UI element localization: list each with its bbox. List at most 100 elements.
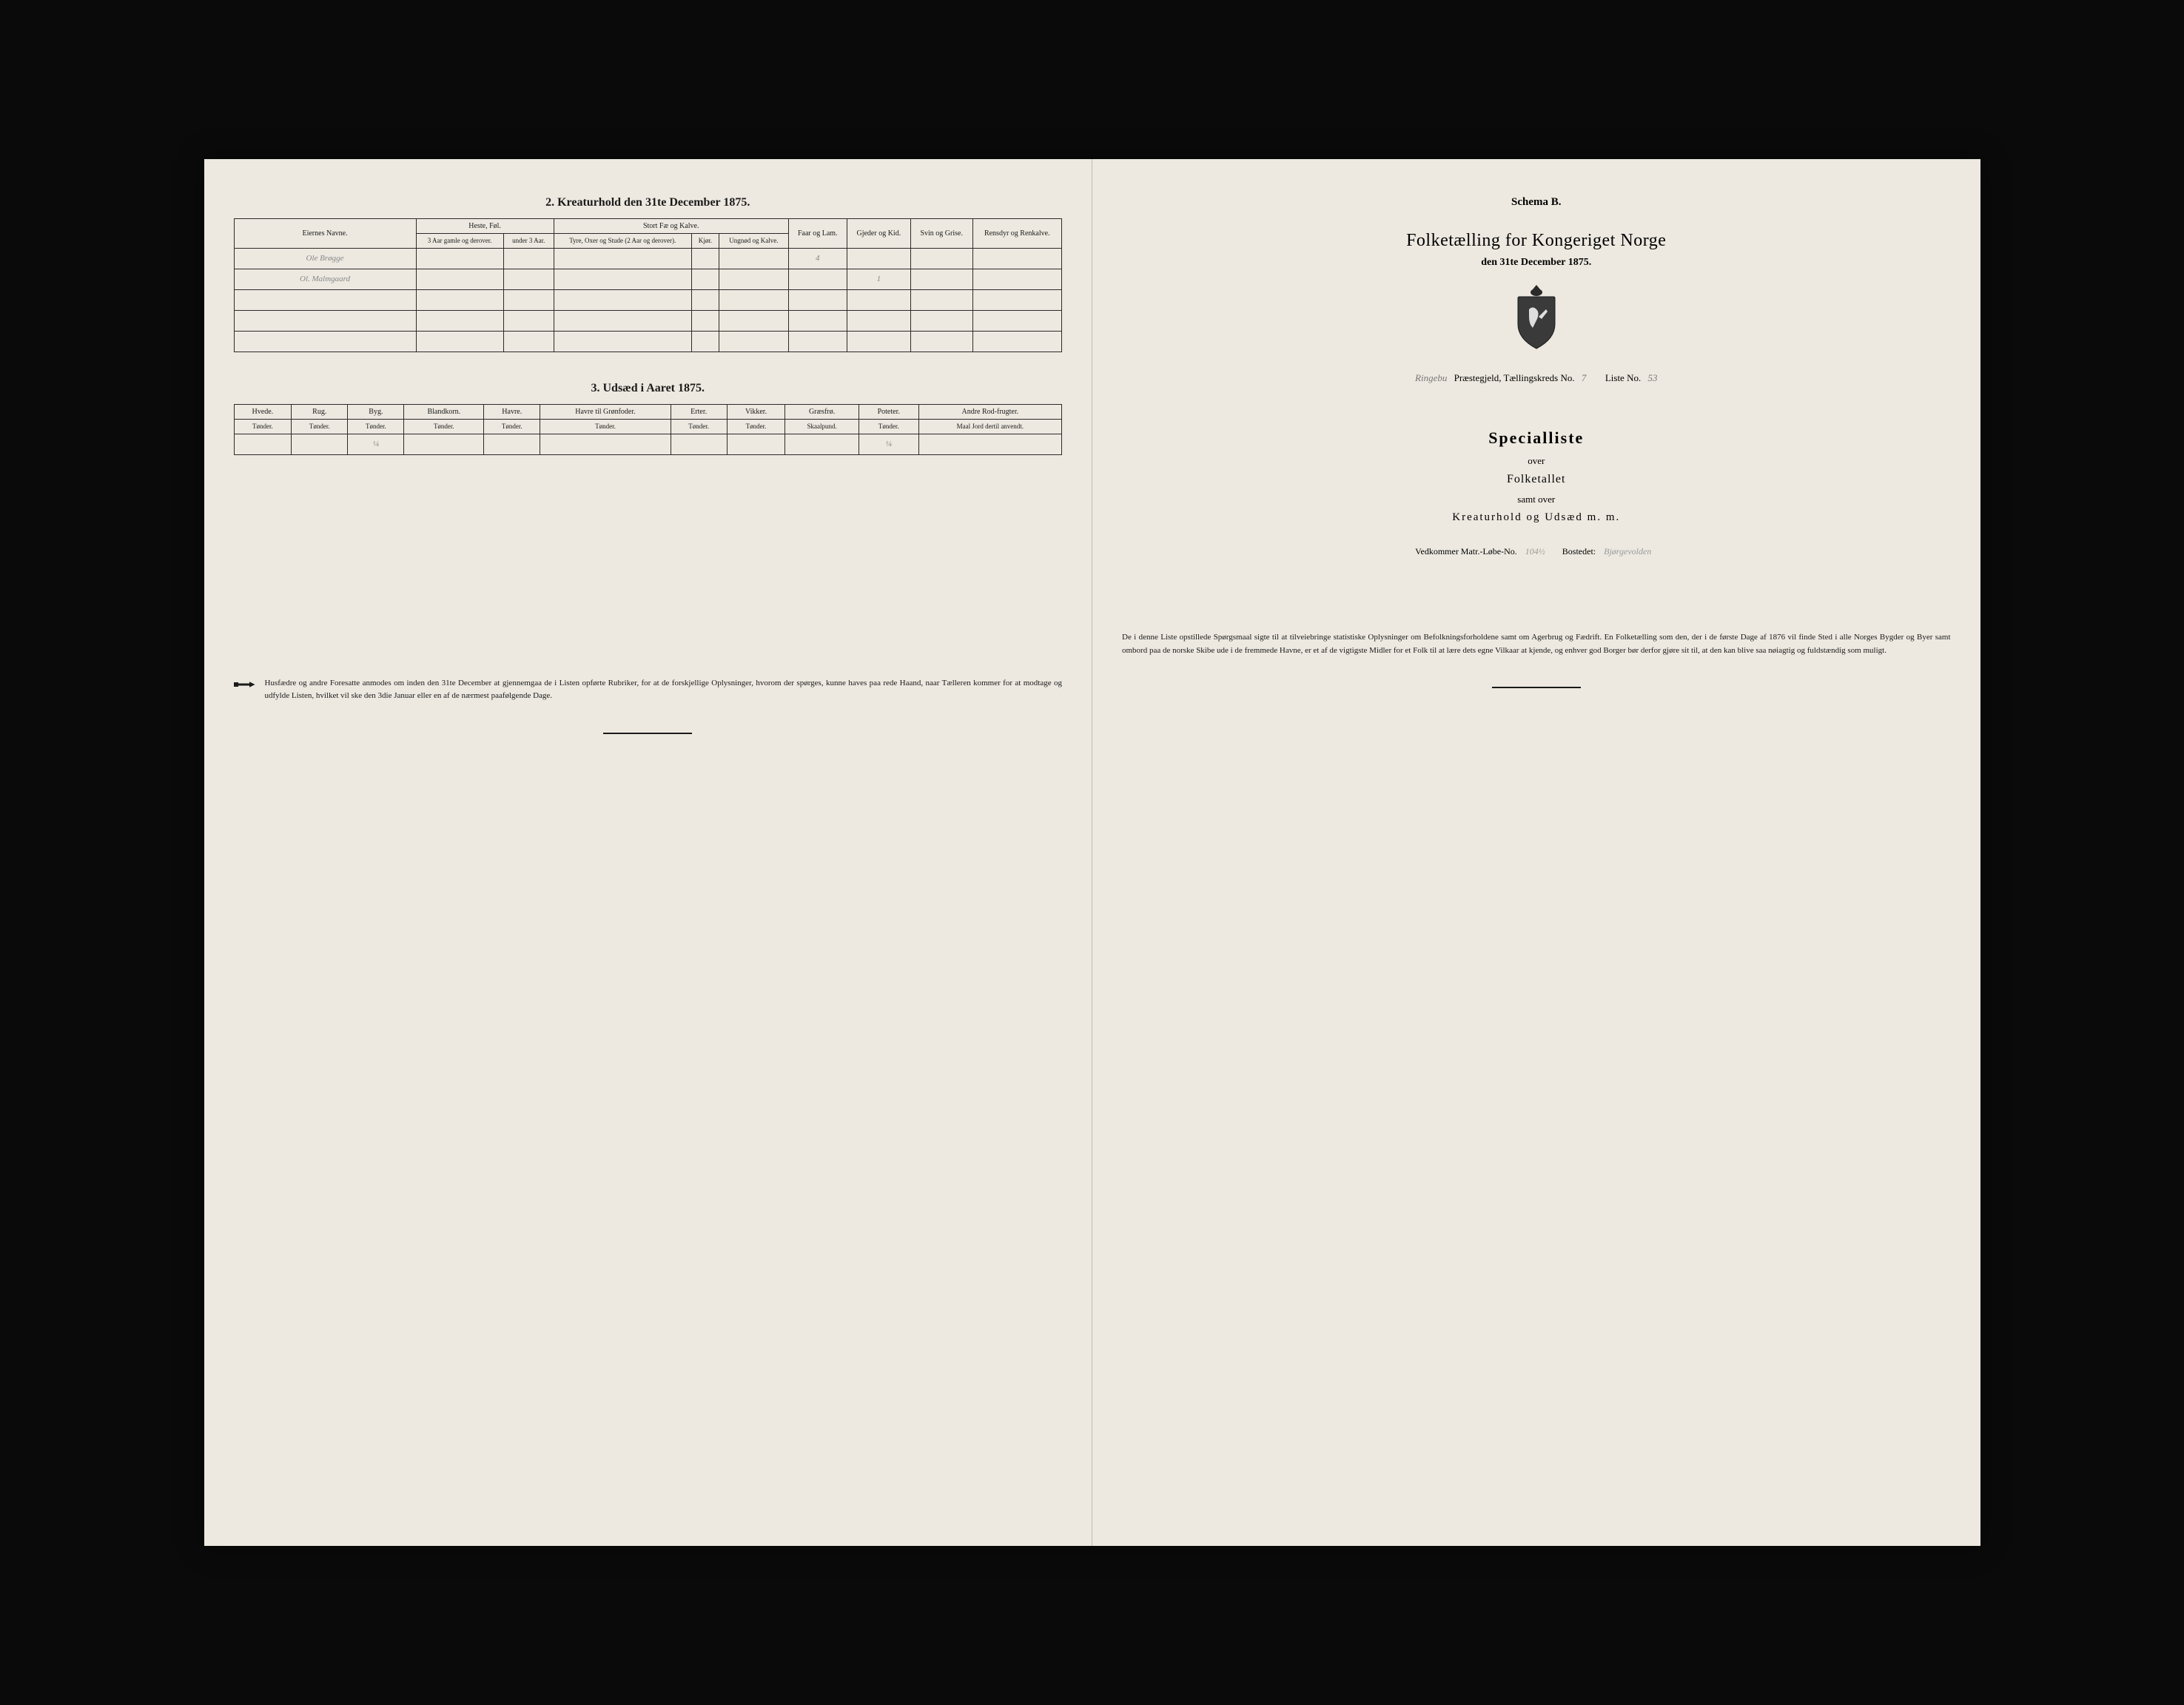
th-heste: Heste, Føl. [416, 219, 554, 234]
cell [719, 269, 788, 289]
cell [691, 331, 719, 352]
th-unit: Tønder. [292, 419, 348, 434]
cell [416, 248, 503, 269]
cell [554, 248, 691, 269]
th-unit: Tønder. [671, 419, 727, 434]
cell [416, 331, 503, 352]
table-row [234, 310, 1062, 331]
cell-poteter: ¼ [859, 434, 918, 454]
kreds-no: 7 [1582, 372, 1587, 383]
th-faar: Faar og Lam. [788, 219, 847, 249]
cell [691, 310, 719, 331]
th-unit: Skaalpund. [785, 419, 859, 434]
cell [503, 310, 554, 331]
main-title: Folketælling for Kongeriget Norge [1122, 231, 1951, 251]
left-page: 2. Kreaturhold den 31te December 1875. E… [204, 159, 1093, 1546]
table-row [234, 289, 1062, 310]
cell [788, 331, 847, 352]
th-unit: Maal Jord dertil anvendt. [918, 419, 1061, 434]
udsaed-table: Hvede. Rug. Byg. Blandkorn. Havre. Havre… [234, 404, 1063, 455]
cell [416, 310, 503, 331]
cell [719, 331, 788, 352]
cell [719, 289, 788, 310]
th-gjeder: Gjeder og Kid. [847, 219, 910, 249]
th-stort-fae: Stort Fæ og Kalve. [554, 219, 788, 234]
th-unit: Tønder. [727, 419, 785, 434]
over-text: over [1122, 455, 1951, 467]
divider [1492, 687, 1581, 688]
cell-byg: ¼ [348, 434, 404, 454]
th-unit: Tønder. [484, 419, 540, 434]
th: Rug. [292, 404, 348, 419]
footnote-text: Husfædre og andre Foresatte anmodes om i… [265, 677, 1063, 703]
cell [847, 310, 910, 331]
cell [847, 248, 910, 269]
table-row: Ol. Malmgaard 1 [234, 269, 1062, 289]
praestegjeld-label: Præstegjeld, Tællingskreds No. [1454, 372, 1575, 383]
th-unit: Tønder. [404, 419, 484, 434]
th-unit: Tønder. [348, 419, 404, 434]
cell [972, 248, 1062, 269]
cell [234, 434, 292, 454]
cell [503, 248, 554, 269]
cell [671, 434, 727, 454]
cell [503, 269, 554, 289]
th-heste-sub2: under 3 Aar. [503, 234, 554, 249]
cell [910, 289, 972, 310]
cell [554, 289, 691, 310]
cell [847, 331, 910, 352]
cell [788, 310, 847, 331]
kreatur-text: Kreaturhold og Udsæd m. m. [1122, 511, 1951, 524]
section3-title: 3. Udsæd i Aaret 1875. [234, 382, 1063, 395]
cell [972, 289, 1062, 310]
cell [719, 248, 788, 269]
th-heste-sub1: 3 Aar gamle og derover. [416, 234, 503, 249]
left-footnote: Husfædre og andre Foresatte anmodes om i… [234, 677, 1063, 703]
cell [554, 269, 691, 289]
liste-label: Liste No. [1605, 372, 1641, 383]
cell [691, 269, 719, 289]
th: Vikker. [727, 404, 785, 419]
cell [416, 289, 503, 310]
th: Andre Rod-frugter. [918, 404, 1061, 419]
th: Erter. [671, 404, 727, 419]
cell [691, 289, 719, 310]
folketallet-text: Folketallet [1122, 473, 1951, 486]
table-row: ¼ ¼ [234, 434, 1062, 454]
cell [910, 248, 972, 269]
kreaturhold-table: Eiernes Navne. Heste, Føl. Stort Fæ og K… [234, 218, 1063, 352]
cell [910, 269, 972, 289]
cell [918, 434, 1061, 454]
cell [503, 289, 554, 310]
cell [540, 434, 671, 454]
cell [788, 269, 847, 289]
divider [603, 733, 692, 734]
liste-no: 53 [1647, 372, 1657, 383]
matr-no: 104½ [1525, 546, 1545, 556]
cell [972, 310, 1062, 331]
cell [234, 310, 416, 331]
cell [910, 331, 972, 352]
cell [503, 331, 554, 352]
cell [484, 434, 540, 454]
cell [972, 331, 1062, 352]
th: Hvede. [234, 404, 292, 419]
district-line: Ringebu Præstegjeld, Tællingskreds No. 7… [1122, 372, 1951, 384]
th: Havre. [484, 404, 540, 419]
th-unit: Tønder. [234, 419, 292, 434]
bostedet-name: Bjørgevolden [1604, 546, 1651, 556]
cell [554, 310, 691, 331]
cell [727, 434, 785, 454]
pointing-hand-icon [234, 677, 256, 692]
th-fae-sub3: Ungnød og Kalve. [719, 234, 788, 249]
cell [234, 289, 416, 310]
bostedet-label: Bostedet: [1562, 546, 1596, 556]
section2-title: 2. Kreaturhold den 31te December 1875. [234, 196, 1063, 209]
vedkommer-label: Vedkommer Matr.-Løbe-No. [1415, 546, 1517, 556]
cell-gjeder: 1 [847, 269, 910, 289]
th: Poteter. [859, 404, 918, 419]
schema-label: Schema B. [1122, 196, 1951, 209]
table-row [234, 331, 1062, 352]
th-unit: Tønder. [859, 419, 918, 434]
right-page: Schema B. Folketælling for Kongeriget No… [1092, 159, 1980, 1546]
